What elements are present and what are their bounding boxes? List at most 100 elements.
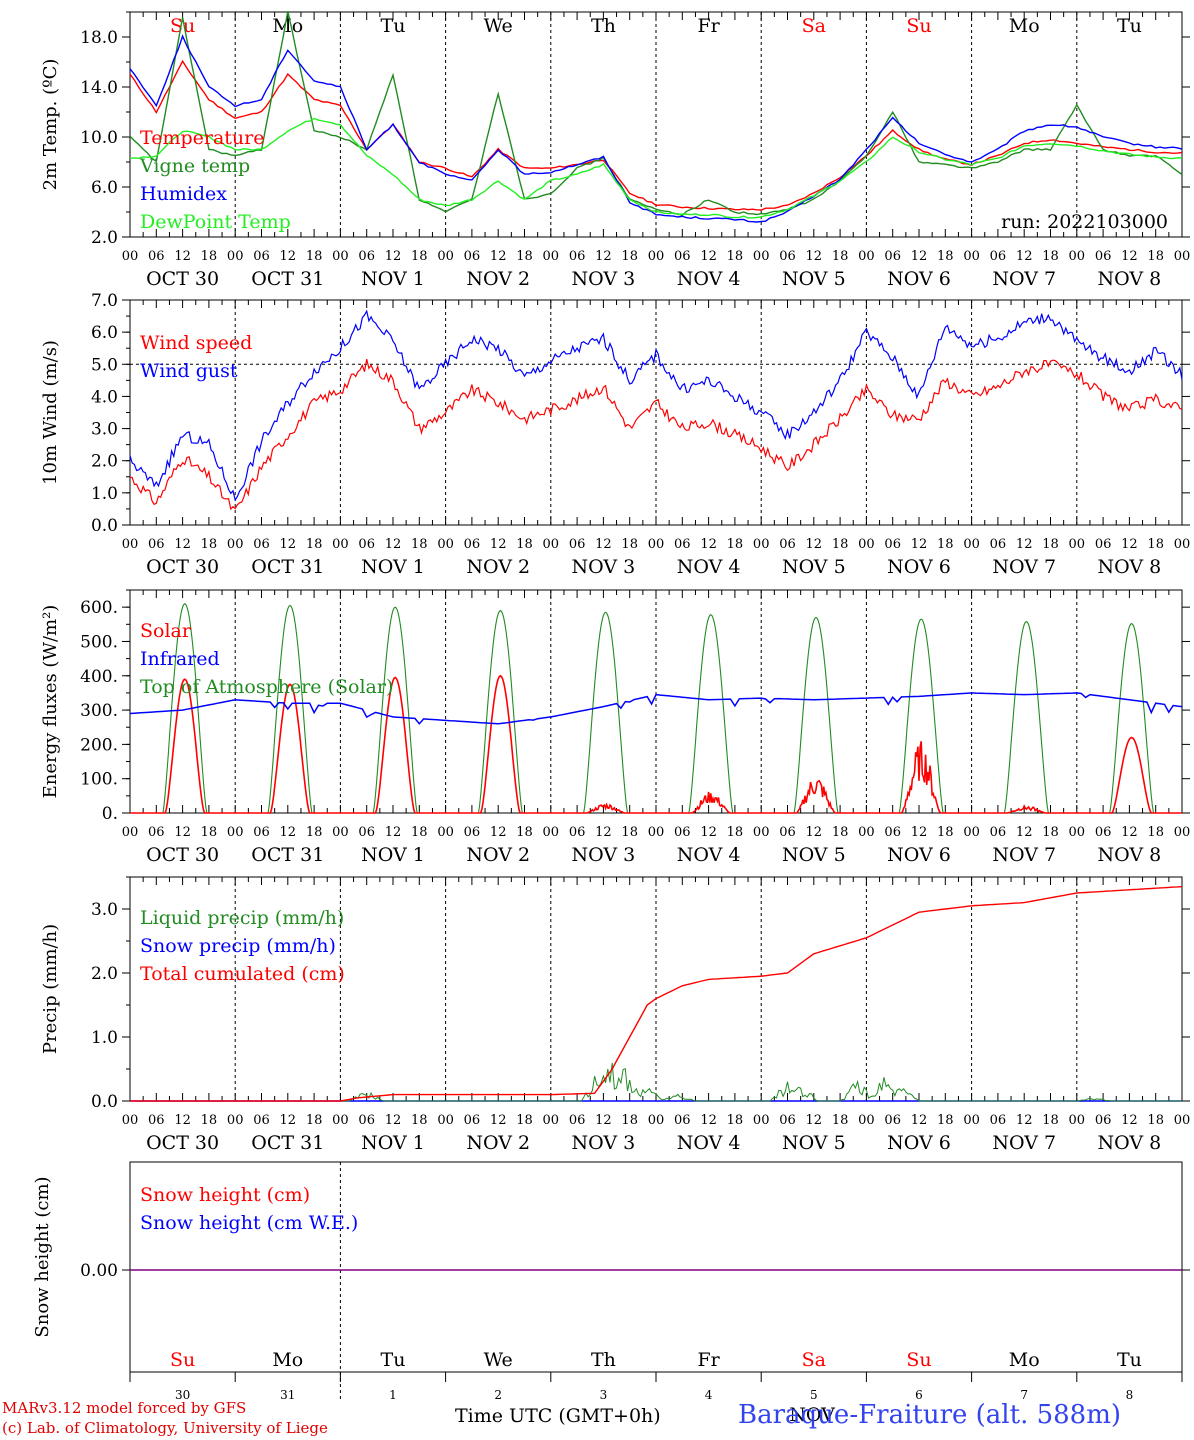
hour-tick-label: 06 xyxy=(1095,1113,1112,1128)
hour-tick-label: 00 xyxy=(332,537,349,552)
hour-tick-label: 12 xyxy=(911,1113,928,1128)
temp-legend-1: Vigne temp xyxy=(139,155,250,177)
hour-tick-label: 00 xyxy=(437,1113,454,1128)
hour-tick-label: 00 xyxy=(437,537,454,552)
hour-tick-label: 00 xyxy=(437,249,454,264)
hour-tick-label: 00 xyxy=(1069,249,1086,264)
hour-tick-label: 12 xyxy=(1121,825,1138,840)
hour-tick-label: 00 xyxy=(963,825,980,840)
hour-tick-label: 06 xyxy=(884,249,901,264)
y-tick-label: 4.0 xyxy=(91,387,118,407)
date-label: NOV 5 xyxy=(782,268,846,290)
hour-tick-label: 18 xyxy=(516,825,533,840)
hour-tick-label: 00 xyxy=(858,825,875,840)
y-tick-label: 0.00 xyxy=(80,1261,118,1281)
weekday-label: Fr xyxy=(697,1349,720,1371)
energy-legend-2: Top of Atmosphere (Solar) xyxy=(140,676,393,698)
hour-tick-label: 18 xyxy=(1147,249,1164,264)
y-tick-label: 1.0 xyxy=(91,484,118,504)
hour-tick-label: 12 xyxy=(280,1113,297,1128)
date-label: NOV 1 xyxy=(361,556,425,578)
y-axis-label-2: Energy fluxes (W/m²) xyxy=(40,605,61,799)
y-tick-label: 300. xyxy=(80,701,118,721)
weekday-label: Th xyxy=(591,1349,616,1371)
hour-tick-label: 00 xyxy=(543,1113,560,1128)
y-tick-label: 500. xyxy=(80,632,118,652)
date-label: OCT 31 xyxy=(251,268,324,290)
hour-tick-label: 06 xyxy=(148,825,165,840)
date-label: NOV 8 xyxy=(1098,1132,1162,1154)
date-label: NOV 2 xyxy=(466,1132,530,1154)
hour-tick-label: 18 xyxy=(937,825,954,840)
snow-legend-0: Snow height (cm) xyxy=(140,1184,310,1206)
hour-tick-label: 06 xyxy=(253,249,270,264)
date-label: NOV 3 xyxy=(572,1132,636,1154)
hour-tick-label: 06 xyxy=(464,537,481,552)
hour-tick-label: 12 xyxy=(280,537,297,552)
precip-legend-0: Liquid precip (mm/h) xyxy=(140,907,344,929)
date-label: NOV 7 xyxy=(992,844,1056,866)
y-tick-label: 6.0 xyxy=(91,323,118,343)
hour-tick-label: 00 xyxy=(753,249,770,264)
date-label: OCT 30 xyxy=(146,268,219,290)
date-label: NOV 5 xyxy=(782,556,846,578)
hour-tick-label: 06 xyxy=(990,249,1007,264)
hour-tick-label: 12 xyxy=(280,825,297,840)
hour-tick-label: 12 xyxy=(385,537,402,552)
y-tick-label: 200. xyxy=(80,735,118,755)
hour-tick-label: 18 xyxy=(516,1113,533,1128)
hour-tick-label: 00 xyxy=(122,825,139,840)
hour-tick-label: 00 xyxy=(858,537,875,552)
temp-legend-2: Humidex xyxy=(140,183,227,205)
hour-tick-label: 06 xyxy=(358,825,375,840)
hour-tick-label: 00 xyxy=(963,537,980,552)
hour-tick-label: 12 xyxy=(700,537,717,552)
hour-tick-label: 12 xyxy=(1121,537,1138,552)
hour-tick-label: 12 xyxy=(806,249,823,264)
hour-tick-label: 00 xyxy=(1069,537,1086,552)
hour-tick-label: 00 xyxy=(1174,249,1191,264)
date-label: NOV 1 xyxy=(361,844,425,866)
hour-tick-label: 18 xyxy=(1147,825,1164,840)
hour-tick-label: 00 xyxy=(332,1113,349,1128)
weekday-label: Mo xyxy=(272,1349,303,1371)
energy-legend-0: Solar xyxy=(140,620,192,642)
hour-tick-label: 00 xyxy=(1174,1113,1191,1128)
wind-legend-1: Wind gust xyxy=(140,360,238,382)
hour-tick-label: 12 xyxy=(174,1113,191,1128)
hour-tick-label: 06 xyxy=(464,1113,481,1128)
date-label: OCT 30 xyxy=(146,556,219,578)
hour-tick-label: 18 xyxy=(832,825,849,840)
weekday-label: Fr xyxy=(697,15,720,37)
hour-tick-label: 00 xyxy=(753,537,770,552)
hour-tick-label: 12 xyxy=(700,825,717,840)
hour-tick-label: 06 xyxy=(358,1113,375,1128)
hour-tick-label: 06 xyxy=(148,537,165,552)
hour-tick-label: 06 xyxy=(884,537,901,552)
hour-tick-label: 06 xyxy=(253,537,270,552)
hour-tick-label: 18 xyxy=(727,249,744,264)
hour-tick-label: 12 xyxy=(1121,1113,1138,1128)
hour-tick-label: 18 xyxy=(411,825,428,840)
date-label: OCT 31 xyxy=(251,844,324,866)
hour-tick-label: 06 xyxy=(674,249,691,264)
hour-tick-label: 06 xyxy=(253,825,270,840)
hour-tick-label: 06 xyxy=(990,537,1007,552)
series-line-wind-speed xyxy=(129,359,1183,511)
hour-tick-label: 12 xyxy=(1016,537,1033,552)
date-label: NOV 5 xyxy=(782,844,846,866)
date-label: NOV 7 xyxy=(992,1132,1056,1154)
weekday-label: Su xyxy=(170,15,195,37)
hour-tick-label: 06 xyxy=(148,249,165,264)
snow-legend-1: Snow height (cm W.E.) xyxy=(140,1212,358,1234)
day-number-label: 7 xyxy=(1020,1388,1028,1402)
weekday-label: Su xyxy=(906,15,931,37)
y-tick-label: 0. xyxy=(102,804,118,824)
hour-tick-label: 18 xyxy=(621,249,638,264)
weekday-label: We xyxy=(484,15,513,37)
hour-tick-label: 18 xyxy=(306,249,323,264)
station-name: Baraque-Fraiture (alt. 588m) xyxy=(738,1400,1122,1430)
hour-tick-label: 12 xyxy=(1016,825,1033,840)
date-label: NOV 6 xyxy=(887,556,951,578)
